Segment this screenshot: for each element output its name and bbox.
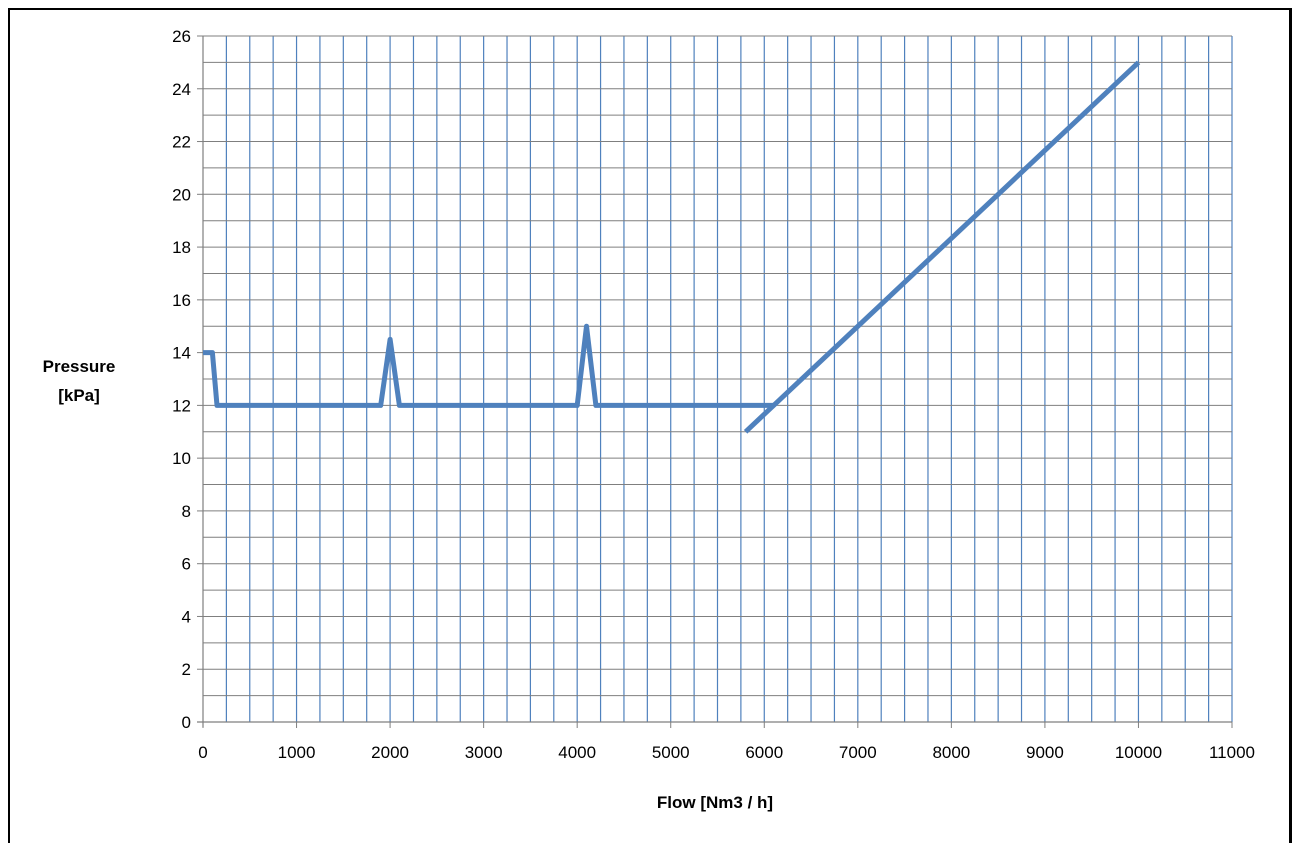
x-tick-labels: 0 1000 2000 3000 4000 5000 6000 7000 8000 9000 100… [198, 743, 1255, 762]
y-tick-label: 2 [182, 660, 191, 679]
y-tick-label: 22 [172, 133, 191, 152]
x-tick-label: 2000 [371, 743, 409, 762]
x-tick-label: 0 [198, 743, 207, 762]
x-tick-label: 1000 [278, 743, 316, 762]
y-tick-label: 18 [172, 238, 191, 257]
y-tick-label: 12 [172, 396, 191, 415]
x-tick-label: 10000 [1115, 743, 1162, 762]
y-tick-label: 8 [182, 502, 191, 521]
y-tick-label: 0 [182, 713, 191, 732]
y-tick-label: 4 [182, 607, 191, 626]
data-series [203, 60, 1141, 434]
x-tick-label: 4000 [558, 743, 596, 762]
x-tick-label: 3000 [465, 743, 503, 762]
series-line [203, 323, 774, 408]
x-tick-label: 11000 [1209, 743, 1255, 762]
y-tick-label: 10 [172, 449, 191, 468]
y-tick-label: 14 [172, 344, 191, 363]
chart-frame [8, 8, 1292, 843]
x-axis-label: Flow [Nm3 / h] [657, 793, 773, 812]
y-tick-label: 20 [172, 185, 191, 204]
y-axis-label-line2: [kPa] [58, 386, 100, 405]
x-tick-label: 7000 [839, 743, 877, 762]
x-tick-label: 9000 [1026, 743, 1064, 762]
y-tick-label: 16 [172, 291, 191, 310]
y-tick-label: 26 [172, 27, 191, 46]
x-tick-label: 5000 [652, 743, 690, 762]
x-tick-label: 8000 [932, 743, 970, 762]
axes [197, 35, 1233, 728]
y-tick-label: 24 [172, 80, 191, 99]
x-tick-label: 6000 [745, 743, 783, 762]
y-tick-label: 6 [182, 555, 191, 574]
y-axis-label-line1: Pressure [43, 357, 116, 376]
series-line [743, 60, 1141, 434]
